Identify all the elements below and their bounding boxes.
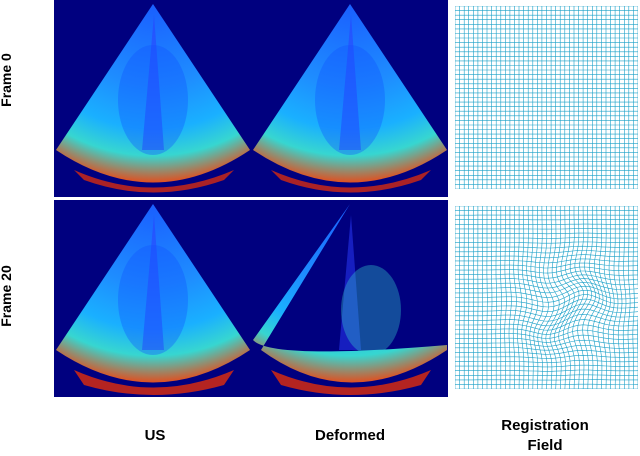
deformed-grid [455, 206, 638, 389]
registration-field-frame-20 [455, 206, 638, 389]
deformed-sector-20 [251, 200, 448, 397]
column-label-line1: Registration [501, 417, 589, 434]
row-label-frame-20: Frame 20 [0, 265, 14, 327]
ultrasound-sector [54, 0, 251, 197]
us-frame-20-image [54, 200, 251, 397]
column-label-deformed: Deformed [314, 427, 385, 444]
us-frame-0-image [54, 0, 251, 197]
deformed-frame-0-image [251, 0, 448, 197]
registration-field-frame-0 [455, 6, 638, 189]
ultrasound-sector-20 [54, 200, 251, 397]
deformed-sector [251, 0, 448, 197]
column-label-us: US [144, 427, 166, 444]
row-label-frame-0: Frame 0 [0, 53, 14, 107]
column-label-line2: Field [527, 437, 563, 454]
deformed-frame-20-image [251, 200, 448, 397]
regular-grid [455, 6, 638, 189]
column-label-registration-field: Registration Field [475, 416, 615, 456]
